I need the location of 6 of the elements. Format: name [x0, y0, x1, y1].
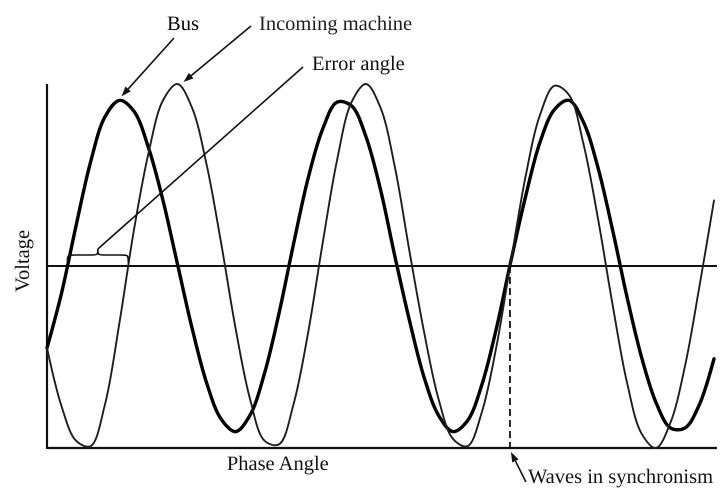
text: Bus [167, 13, 199, 35]
x-axis-title: Phase Angle [226, 453, 329, 475]
text: Incoming machine [259, 13, 412, 35]
text: Error angle [312, 53, 405, 75]
text: Waves in synchronism [528, 466, 714, 488]
y-axis-title: Voltage [12, 230, 34, 292]
